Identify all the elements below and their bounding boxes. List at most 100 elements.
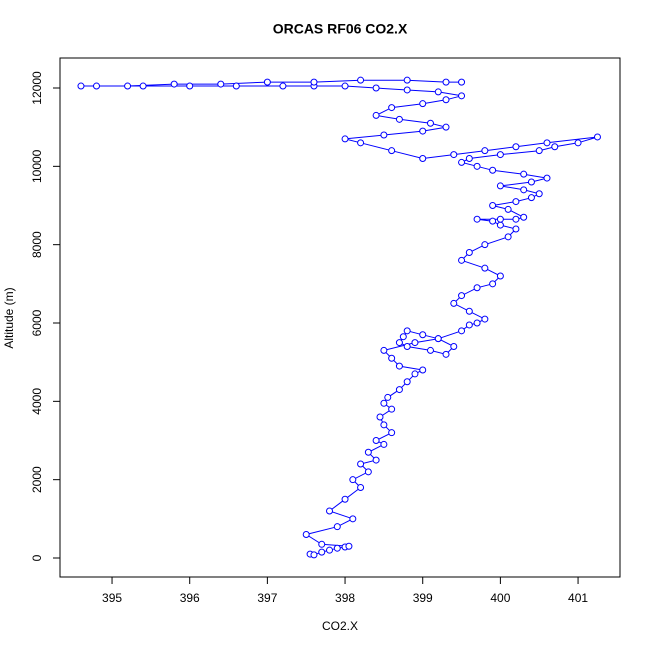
- data-point: [535, 147, 543, 155]
- x-tick-label: 398: [335, 591, 355, 605]
- x-tick-label: 401: [568, 591, 588, 605]
- data-point: [357, 76, 365, 84]
- y-tick-label: 4000: [30, 388, 44, 415]
- data-point: [302, 531, 310, 539]
- data-point: [442, 350, 450, 358]
- data-point: [186, 82, 194, 90]
- x-tick-label: 395: [102, 591, 122, 605]
- data-point: [426, 346, 434, 354]
- data-point: [465, 321, 473, 329]
- data-point: [512, 225, 520, 233]
- data-point: [395, 339, 403, 347]
- data-point: [333, 544, 341, 552]
- data-point: [489, 202, 497, 210]
- data-point: [496, 182, 504, 190]
- data-point: [496, 221, 504, 229]
- data-point: [411, 370, 419, 378]
- data-point: [403, 86, 411, 94]
- y-tick-label: 12000: [30, 71, 44, 105]
- data-point: [489, 166, 497, 174]
- data-point: [473, 319, 481, 327]
- y-tick-label: 10000: [30, 149, 44, 183]
- data-point: [372, 437, 380, 445]
- data-point: [520, 213, 528, 221]
- data-point: [380, 131, 388, 139]
- data-point: [403, 76, 411, 84]
- data-point: [458, 158, 466, 166]
- data-point: [139, 82, 147, 90]
- data-point: [481, 264, 489, 272]
- data-point: [318, 540, 326, 548]
- data-point: [473, 162, 481, 170]
- data-point: [434, 88, 442, 96]
- data-point: [450, 343, 458, 351]
- y-tick-label: 0: [30, 554, 44, 561]
- data-point: [442, 78, 450, 86]
- data-point: [388, 104, 396, 112]
- data-point: [263, 78, 271, 86]
- data-point: [543, 139, 551, 147]
- data-point: [450, 151, 458, 159]
- data-point: [419, 127, 427, 135]
- data-point: [504, 233, 512, 241]
- data-point: [349, 515, 357, 523]
- data-point: [345, 542, 353, 550]
- data-point: [481, 315, 489, 323]
- data-point: [458, 92, 466, 100]
- data-point: [512, 198, 520, 206]
- data-point: [326, 546, 334, 554]
- data-point: [593, 133, 601, 141]
- data-point: [357, 139, 365, 147]
- data-point: [341, 82, 349, 90]
- data-point: [520, 186, 528, 194]
- data-point: [310, 551, 318, 559]
- data-point: [442, 123, 450, 131]
- x-tick-label: 400: [490, 591, 510, 605]
- data-point: [458, 256, 466, 264]
- y-axis-label: Altitude (m): [2, 287, 16, 348]
- data-point: [279, 82, 287, 90]
- data-point: [93, 82, 101, 90]
- data-point: [395, 362, 403, 370]
- data-point: [411, 339, 419, 347]
- data-point: [403, 327, 411, 335]
- data-point: [504, 205, 512, 213]
- y-tick-label: 6000: [30, 309, 44, 336]
- chart-title: ORCAS RF06 CO2.X: [273, 21, 408, 37]
- data-point: [450, 299, 458, 307]
- data-point: [77, 82, 85, 90]
- x-tick-label: 399: [413, 591, 433, 605]
- data-point: [364, 468, 372, 476]
- data-point: [364, 448, 372, 456]
- data-point: [527, 194, 535, 202]
- plot-box: [59, 57, 621, 578]
- data-point: [574, 139, 582, 147]
- data-point: [551, 143, 559, 151]
- data-point: [372, 111, 380, 119]
- data-point: [465, 249, 473, 257]
- data-point: [384, 393, 392, 401]
- data-point: [170, 80, 178, 88]
- data-point: [388, 354, 396, 362]
- x-axis-label: CO2.X: [322, 619, 358, 633]
- data-point: [520, 170, 528, 178]
- data-point: [512, 215, 520, 223]
- data-point: [333, 523, 341, 531]
- data-point: [527, 178, 535, 186]
- data-point: [357, 484, 365, 492]
- data-point: [372, 456, 380, 464]
- data-point: [217, 80, 225, 88]
- data-point: [535, 190, 543, 198]
- data-point: [458, 292, 466, 300]
- data-point: [426, 119, 434, 127]
- data-point: [376, 413, 384, 421]
- data-point: [232, 82, 240, 90]
- data-point: [512, 143, 520, 151]
- data-point: [326, 507, 334, 515]
- data-point: [434, 335, 442, 343]
- data-point: [419, 366, 427, 374]
- data-point: [341, 135, 349, 143]
- data-point: [458, 327, 466, 335]
- data-point: [388, 405, 396, 413]
